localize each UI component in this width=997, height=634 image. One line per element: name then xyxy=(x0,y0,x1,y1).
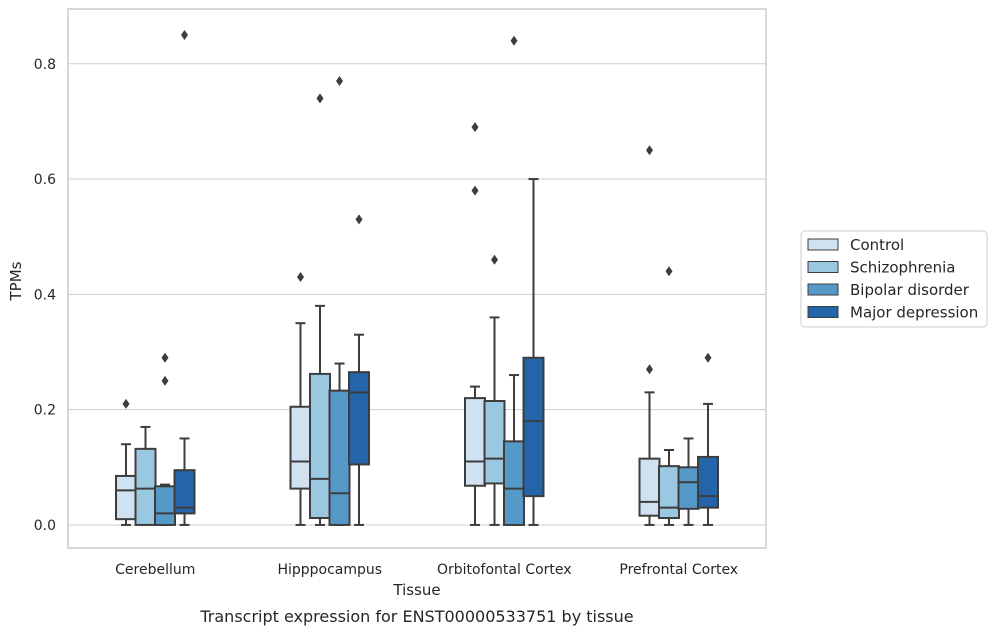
outlier-point xyxy=(336,76,343,87)
y-tick-label: 0.4 xyxy=(34,287,56,303)
outlier-point xyxy=(646,145,653,156)
legend: Control Schizophrenia Bipolar disorder Majo… xyxy=(800,230,988,328)
x-axis-label: Tissue xyxy=(392,581,440,599)
legend-label: Control xyxy=(850,236,904,254)
x-tick-label: Hipppocampus xyxy=(277,562,382,578)
legend-frame xyxy=(800,230,988,328)
outlier-point xyxy=(161,352,169,363)
box-2-2 xyxy=(503,35,525,526)
legend-label: Bipolar disorder xyxy=(850,281,970,299)
outlier-point xyxy=(471,122,479,133)
outlier-point xyxy=(471,185,479,196)
plot-frame xyxy=(67,8,767,549)
box-body xyxy=(328,389,351,526)
x-tick-label: Orbitofontal Cortex xyxy=(437,562,572,578)
box-body xyxy=(309,372,331,520)
box-body xyxy=(483,400,506,485)
legend-swatch xyxy=(807,283,839,296)
legend-swatch xyxy=(807,306,839,318)
outlier-point xyxy=(297,272,304,283)
box-body xyxy=(697,455,719,509)
outlier-point xyxy=(181,29,188,40)
x-tick-label: Prefrontal Cortex xyxy=(619,562,738,578)
plot-area xyxy=(67,8,767,549)
outlier-point xyxy=(161,375,169,386)
y-axis: 0.0 0.2 0.4 0.6 0.8 xyxy=(34,57,56,534)
outlier-point xyxy=(665,266,673,277)
outlier-point xyxy=(122,398,130,409)
legend-swatch xyxy=(807,238,839,251)
box-body xyxy=(503,440,525,526)
box-0-1 xyxy=(134,425,157,526)
legend-swatch xyxy=(807,261,839,273)
outlier-point xyxy=(510,35,518,46)
legend-item: Major depression xyxy=(807,304,978,322)
legend-label: Schizophrenia xyxy=(850,259,955,277)
y-tick-label: 0.2 xyxy=(34,403,56,419)
box-body xyxy=(115,474,137,521)
box-3-1 xyxy=(658,266,680,526)
box-body xyxy=(348,371,370,466)
box-2-3 xyxy=(522,178,545,526)
y-axis-label: TPMs xyxy=(7,261,25,301)
outlier-point xyxy=(646,364,653,375)
box-body xyxy=(522,356,545,498)
y-tick-label: 0.0 xyxy=(34,518,56,534)
box-body xyxy=(134,447,157,526)
outlier-point xyxy=(491,254,498,265)
outlier-point xyxy=(355,214,363,225)
outlier-point xyxy=(316,93,324,104)
y-tick-label: 0.8 xyxy=(34,57,56,73)
box-body xyxy=(464,397,486,487)
box-body xyxy=(658,465,680,520)
box-2-1 xyxy=(483,254,506,526)
box-1-0 xyxy=(289,272,312,526)
outlier-point xyxy=(704,352,712,363)
y-tick-label: 0.6 xyxy=(34,172,56,188)
box-body xyxy=(289,405,312,490)
legend-item: Schizophrenia xyxy=(807,259,955,277)
box-3-3 xyxy=(697,352,719,526)
box-1-3 xyxy=(348,214,370,526)
box-body xyxy=(154,485,176,526)
box-0-2 xyxy=(154,352,176,526)
legend-label: Major depression xyxy=(850,304,978,322)
box-0-3 xyxy=(173,29,196,526)
box-body xyxy=(173,469,196,515)
legend-item: Control xyxy=(807,236,904,254)
box-body xyxy=(638,457,661,517)
box-body xyxy=(677,466,700,510)
chart-caption: Transcript expression for ENST0000053375… xyxy=(199,607,633,626)
legend-item: Bipolar disorder xyxy=(807,281,970,299)
x-axis: Cerebellum Hipppocampus Orbitofontal Corte… xyxy=(115,562,738,578)
x-tick-label: Cerebellum xyxy=(115,562,195,578)
box-0-0 xyxy=(115,398,137,526)
